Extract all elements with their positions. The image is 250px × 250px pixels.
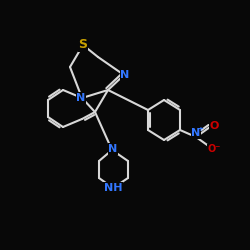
Text: O⁻: O⁻	[207, 144, 221, 154]
Text: O: O	[209, 121, 219, 131]
Text: S: S	[78, 38, 88, 52]
Text: NH: NH	[104, 183, 122, 193]
Text: N: N	[108, 144, 118, 154]
Text: N: N	[76, 93, 86, 103]
Text: N: N	[120, 70, 130, 80]
Text: +: +	[197, 126, 203, 132]
Text: N: N	[192, 128, 200, 138]
